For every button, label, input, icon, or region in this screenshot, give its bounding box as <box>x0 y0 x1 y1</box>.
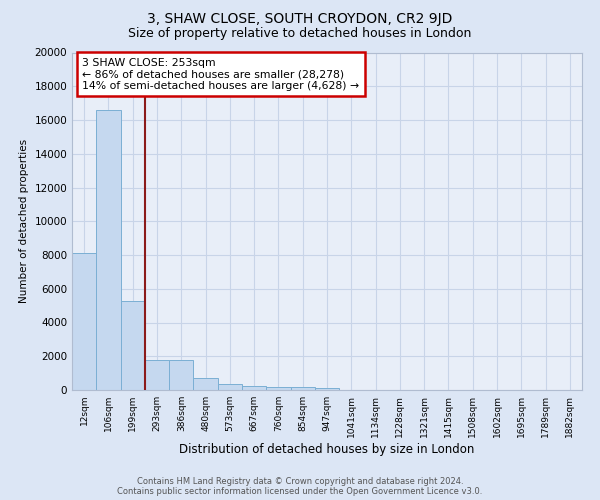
Text: Size of property relative to detached houses in London: Size of property relative to detached ho… <box>128 28 472 40</box>
Bar <box>315 388 339 390</box>
Bar <box>266 386 290 390</box>
Bar <box>218 384 242 390</box>
Y-axis label: Number of detached properties: Number of detached properties <box>19 139 29 304</box>
Text: Contains HM Land Registry data © Crown copyright and database right 2024.
Contai: Contains HM Land Registry data © Crown c… <box>118 476 482 496</box>
Bar <box>121 300 145 390</box>
Bar <box>290 387 315 390</box>
Bar <box>96 110 121 390</box>
Bar <box>145 360 169 390</box>
Bar <box>169 360 193 390</box>
Bar <box>242 386 266 390</box>
Bar <box>193 378 218 390</box>
X-axis label: Distribution of detached houses by size in London: Distribution of detached houses by size … <box>179 442 475 456</box>
Text: 3, SHAW CLOSE, SOUTH CROYDON, CR2 9JD: 3, SHAW CLOSE, SOUTH CROYDON, CR2 9JD <box>148 12 452 26</box>
Bar <box>72 254 96 390</box>
Text: 3 SHAW CLOSE: 253sqm
← 86% of detached houses are smaller (28,278)
14% of semi-d: 3 SHAW CLOSE: 253sqm ← 86% of detached h… <box>82 58 359 91</box>
